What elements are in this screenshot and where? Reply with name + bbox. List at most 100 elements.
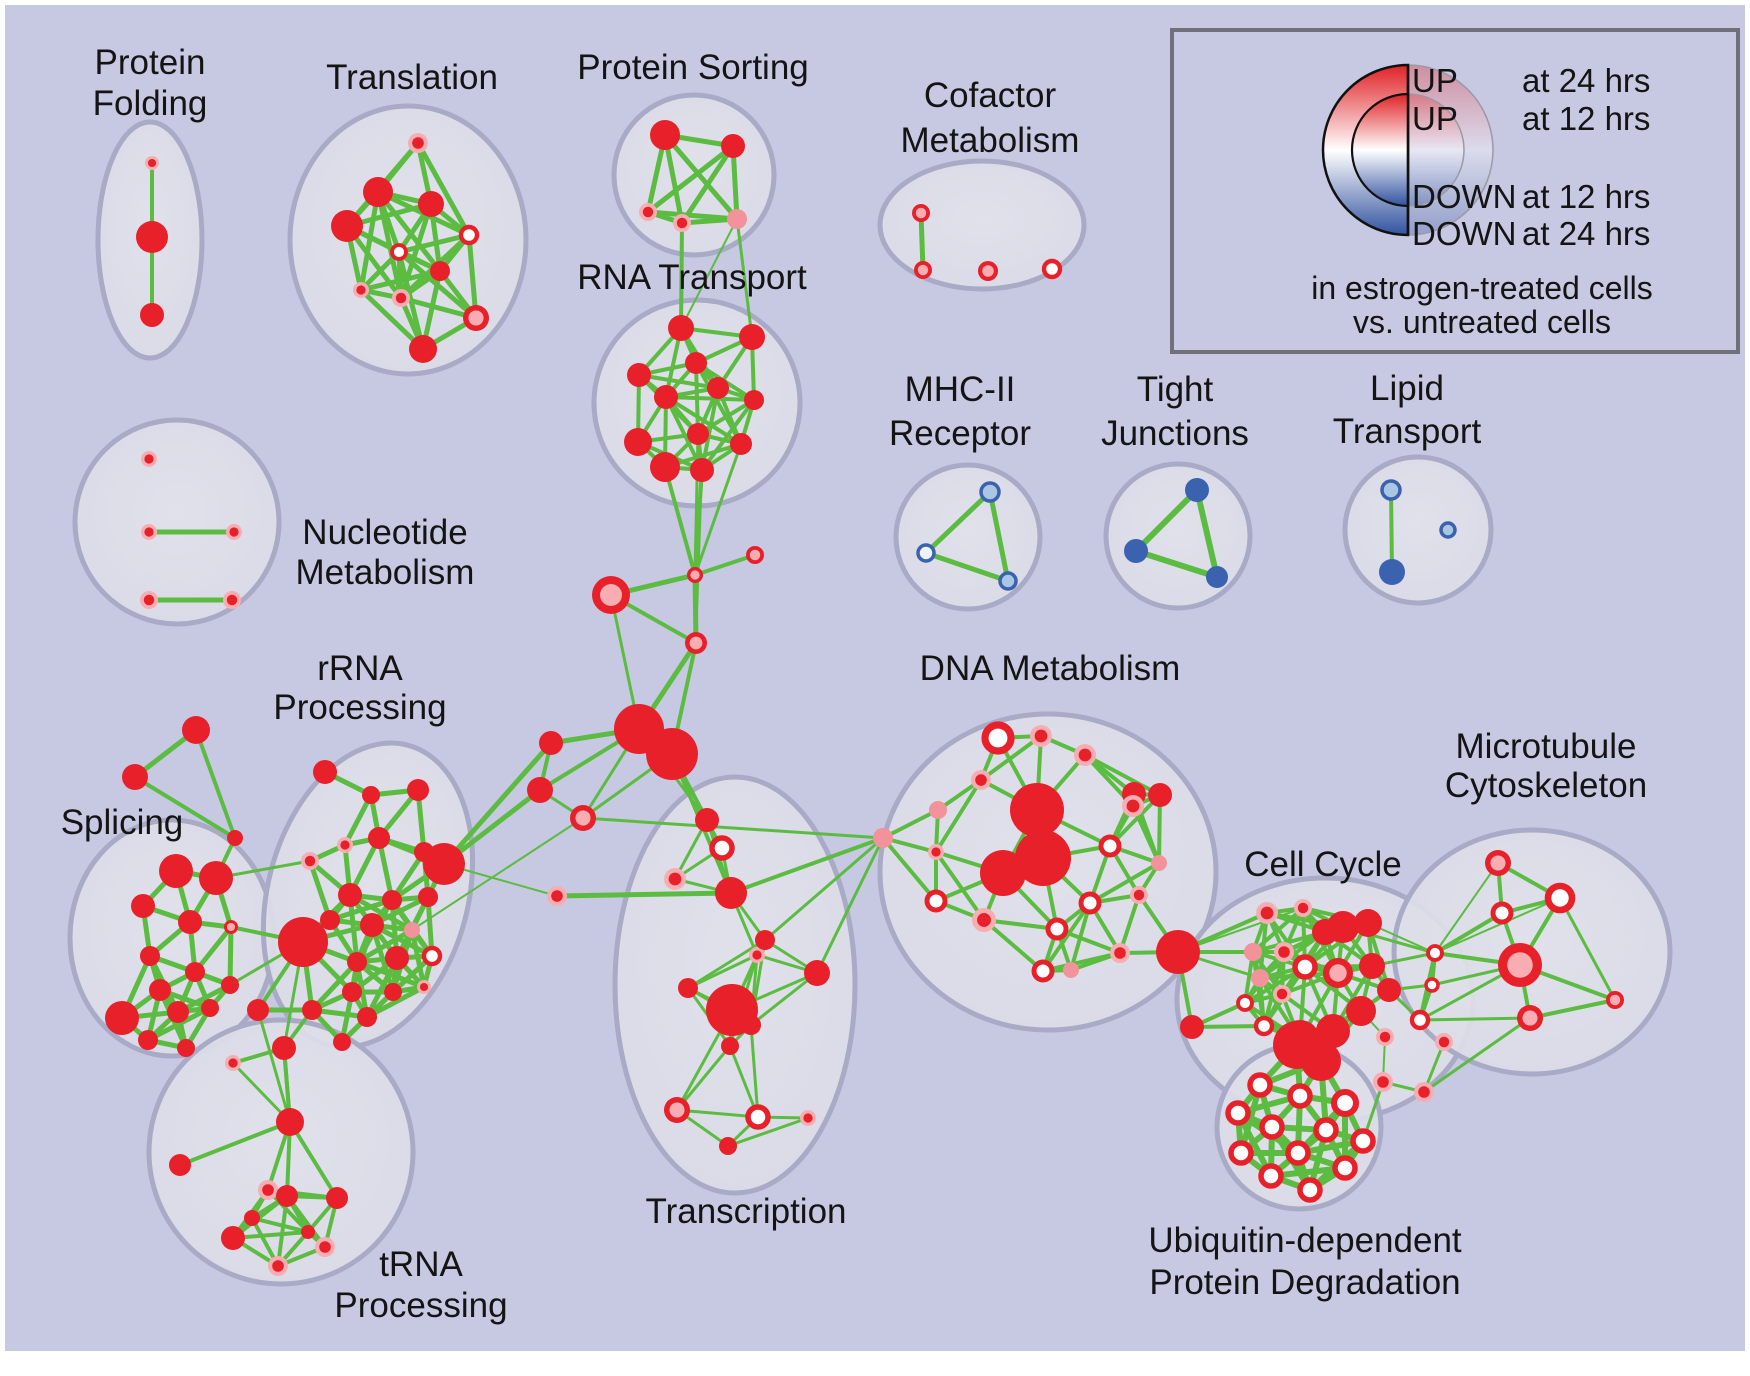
- network-node: [977, 913, 991, 927]
- network-node: [1312, 919, 1338, 945]
- network-node: [423, 843, 465, 885]
- network-node: [1244, 943, 1262, 961]
- network-edge-rrna-processing: [310, 960, 359, 1012]
- network-node: [1126, 799, 1140, 813]
- network-edge-transcription: [727, 1116, 809, 1148]
- cluster-label-dna-metabolism: DNA Metabolism: [920, 649, 1181, 688]
- network-edge: [1434, 911, 1503, 955]
- network-node: [1287, 1083, 1313, 1109]
- network-edge-translation: [415, 141, 472, 237]
- network-edge-cell-cycle: [1191, 1024, 1265, 1029]
- network-node: [395, 292, 407, 304]
- network-edge-transcription: [749, 1024, 760, 1118]
- cluster-ellipse-mhc-ii-receptor: [893, 462, 1043, 612]
- network-node: [721, 1037, 739, 1055]
- network-edge: [693, 433, 700, 576]
- network-edge-dna-metabolism: [934, 778, 983, 854]
- network-node: [982, 265, 994, 277]
- network-edge: [735, 218, 754, 338]
- network-node: [144, 527, 154, 537]
- cluster-label-microtubule-cytoskeleton: Microtubule: [1456, 727, 1637, 766]
- network-edge-mhc-ii-receptor: [925, 550, 1009, 584]
- network-node: [1185, 478, 1209, 502]
- network-edge: [680, 218, 738, 329]
- cluster-label-translation: Translation: [326, 58, 498, 97]
- network-node: [575, 810, 591, 826]
- cluster-label-nucleotide-metabolism: Nucleotide: [302, 513, 467, 552]
- network-node: [1034, 729, 1048, 743]
- network-node: [752, 950, 762, 960]
- network-node: [302, 1000, 322, 1020]
- network-node: [1379, 559, 1405, 585]
- network-node: [178, 910, 202, 934]
- cluster-label-trna-processing: Processing: [334, 1286, 507, 1325]
- network-node: [247, 999, 269, 1021]
- network-edge: [288, 1120, 339, 1200]
- network-edge: [692, 574, 699, 644]
- network-edge-dna-metabolism: [982, 918, 1045, 973]
- network-node: [709, 835, 735, 861]
- network-node: [917, 264, 929, 276]
- network-edge: [1434, 862, 1499, 954]
- network-edge-translation: [360, 268, 441, 293]
- network-node: [741, 1015, 761, 1035]
- network-node: [931, 847, 941, 857]
- cluster-ellipse-cofactor-metabolism: [877, 158, 1087, 292]
- network-node: [385, 946, 409, 970]
- network-edge-transcription: [687, 938, 766, 990]
- network-node: [1292, 954, 1318, 980]
- network-node: [929, 801, 947, 819]
- network-node: [1285, 1140, 1311, 1166]
- network-edge-transcription: [750, 971, 818, 1027]
- network-node: [1124, 539, 1148, 563]
- network-node: [1329, 964, 1347, 982]
- network-node: [221, 976, 239, 994]
- network-node: [1507, 952, 1533, 978]
- network-node: [276, 1108, 304, 1136]
- network-edge-dna-metabolism: [1084, 753, 1161, 797]
- cluster-label-tight-junctions: Junctions: [1101, 414, 1249, 453]
- legend-direction-label: DOWN: [1412, 178, 1516, 215]
- network-node: [221, 1226, 245, 1250]
- network-node: [551, 890, 563, 902]
- network-node: [1247, 1072, 1273, 1098]
- cluster-label-rrna-processing: rRNA: [317, 649, 403, 688]
- cluster-label-mhc-ii-receptor: MHC-II: [905, 370, 1016, 409]
- network-node: [313, 760, 337, 784]
- network-edge-trna-processing: [251, 1216, 309, 1234]
- network-edge-translation: [358, 191, 381, 291]
- network-node: [136, 221, 168, 253]
- network-node: [1426, 944, 1444, 962]
- network-edge: [1177, 907, 1304, 953]
- network-node: [149, 979, 171, 1001]
- network-node: [320, 910, 340, 930]
- network-edge: [1558, 897, 1617, 1001]
- network-edge-translation: [466, 234, 479, 319]
- legend-footer: in estrogen-treated cells: [1311, 270, 1653, 306]
- network-node: [668, 315, 694, 341]
- network-node: [719, 1137, 737, 1155]
- network-node: [1301, 1041, 1341, 1081]
- network-node: [338, 883, 362, 907]
- network-node: [331, 210, 363, 242]
- network-edge-mhc-ii-receptor: [924, 490, 992, 555]
- network-node: [1258, 1163, 1284, 1189]
- network-node: [418, 191, 444, 217]
- network-edge-dna-metabolism: [979, 734, 1043, 782]
- network-node: [803, 1113, 813, 1123]
- network-node: [226, 922, 236, 932]
- network-node: [105, 1001, 139, 1035]
- network-node: [1409, 1009, 1431, 1031]
- network-node: [131, 894, 155, 918]
- network-node: [527, 777, 553, 803]
- network-node: [646, 728, 698, 780]
- network-edge: [1419, 1016, 1531, 1022]
- network-node: [458, 224, 480, 246]
- network-node: [362, 786, 380, 804]
- legend-time-label: at 12 hrs: [1522, 178, 1650, 215]
- network-node: [169, 1154, 191, 1176]
- network-node: [721, 134, 745, 158]
- network-edge-translation: [359, 250, 401, 292]
- network-node: [1379, 1031, 1391, 1043]
- network-node: [1313, 1117, 1339, 1143]
